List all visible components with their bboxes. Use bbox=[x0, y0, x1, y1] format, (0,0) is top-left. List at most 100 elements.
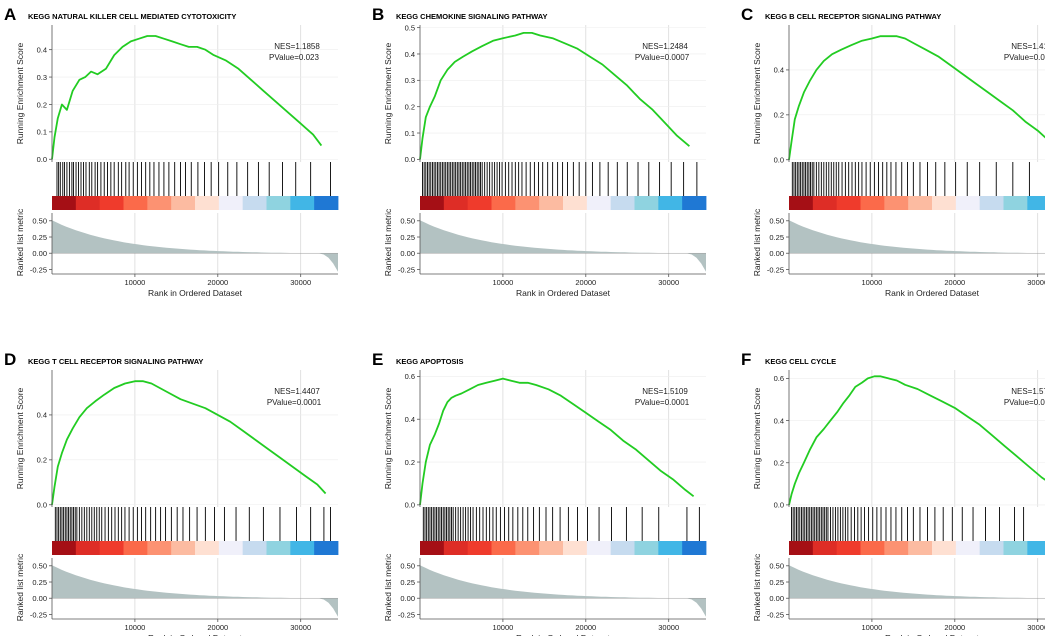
heat-bar-segment bbox=[884, 541, 909, 555]
heat-bar-segment bbox=[515, 196, 540, 210]
x-tick-label: 30000 bbox=[290, 623, 311, 632]
es-y-tick-label: 0.6 bbox=[405, 372, 415, 381]
x-axis-label: Rank in Ordered Dataset bbox=[885, 288, 980, 298]
panel-letter: F bbox=[741, 350, 751, 369]
panel-letter: C bbox=[741, 5, 753, 24]
panel-letter: B bbox=[372, 5, 384, 24]
hits-strip-bg bbox=[789, 162, 1045, 196]
x-axis-label: Rank in Ordered Dataset bbox=[148, 633, 243, 636]
metric-y-tick-label: -0.25 bbox=[767, 610, 784, 619]
heat-bar-segment bbox=[884, 196, 909, 210]
metric-y-tick-label: 0.25 bbox=[32, 578, 47, 587]
heat-bar-segment bbox=[610, 541, 635, 555]
ranked-metric-area bbox=[420, 220, 706, 272]
heat-bar-segment bbox=[908, 196, 933, 210]
heat-bar-segment bbox=[99, 196, 124, 210]
heat-bar-segment bbox=[491, 196, 516, 210]
x-tick-label: 20000 bbox=[207, 278, 228, 287]
heat-bar-segment bbox=[634, 196, 659, 210]
metric-y-tick-label: 0.25 bbox=[32, 233, 47, 242]
ranked-metric-area bbox=[52, 565, 338, 617]
hits-strip-bg bbox=[52, 162, 338, 196]
nes-label: NES=1.2484 bbox=[642, 42, 688, 51]
heat-bar-segment bbox=[610, 196, 635, 210]
x-tick-label: 10000 bbox=[861, 278, 882, 287]
heat-bar-segment bbox=[539, 541, 564, 555]
heat-bar-segment bbox=[242, 541, 267, 555]
heat-bar-segment bbox=[836, 196, 861, 210]
es-y-tick-label: 0.1 bbox=[37, 128, 47, 137]
es-y-tick-label: 0.3 bbox=[405, 76, 415, 85]
x-tick-label: 30000 bbox=[1027, 278, 1045, 287]
pvalue-label: PValue=0.0001 bbox=[635, 398, 690, 407]
metric-y-tick-label: 0.25 bbox=[400, 233, 415, 242]
heat-bar-segment bbox=[789, 196, 814, 210]
heat-bar-segment bbox=[314, 196, 339, 210]
heat-bar-segment bbox=[290, 196, 315, 210]
ranked-metric-area bbox=[789, 220, 1045, 254]
es-y-tick-label: 0.4 bbox=[405, 415, 415, 424]
heat-bar-segment bbox=[123, 541, 148, 555]
heat-bar-segment bbox=[908, 541, 933, 555]
heat-bar-segment bbox=[467, 541, 492, 555]
pvalue-label: PValue=0.023 bbox=[269, 53, 319, 62]
pvalue-label: PValue=0.0001 bbox=[267, 398, 322, 407]
heat-bar-segment bbox=[932, 541, 957, 555]
es-y-tick-label: 0.4 bbox=[405, 50, 415, 59]
es-y-tick-label: 0.4 bbox=[37, 45, 47, 54]
es-y-tick-label: 0.2 bbox=[37, 100, 47, 109]
metric-y-tick-label: 0.00 bbox=[32, 249, 47, 258]
panel-title: KEGG APOPTOSIS bbox=[396, 357, 464, 366]
x-tick-label: 30000 bbox=[658, 623, 679, 632]
heat-bar-segment bbox=[634, 541, 659, 555]
es-y-tick-label: 0.5 bbox=[405, 23, 415, 32]
ranked-metric-area bbox=[789, 565, 1045, 599]
metric-y-tick-label: 0.25 bbox=[769, 578, 784, 587]
es-y-tick-label: 0.4 bbox=[37, 411, 47, 420]
metric-y-tick-label: 0.00 bbox=[32, 594, 47, 603]
heat-bar-segment bbox=[539, 196, 564, 210]
metric-y-tick-label: 0.00 bbox=[400, 594, 415, 603]
metric-y-tick-label: 0.50 bbox=[32, 217, 47, 226]
es-y-tick-label: 0.0 bbox=[405, 155, 415, 164]
running-es-line bbox=[788, 375, 1045, 506]
es-y-tick-label: 0.0 bbox=[37, 501, 47, 510]
es-y-tick-label: 0.2 bbox=[774, 111, 784, 120]
panel-title: KEGG CELL CYCLE bbox=[765, 357, 836, 366]
x-tick-label: 10000 bbox=[861, 623, 882, 632]
x-tick-label: 10000 bbox=[124, 278, 145, 287]
running-es-line bbox=[51, 35, 323, 160]
heat-bar-segment bbox=[218, 196, 244, 210]
panel-title: KEGG T CELL RECEPTOR SIGNALING PATHWAY bbox=[28, 357, 203, 366]
panel-d: D KEGG T CELL RECEPTOR SIGNALING PATHWAY 0… bbox=[4, 350, 339, 636]
heat-bar-segment bbox=[563, 196, 588, 210]
heat-bar-segment bbox=[586, 541, 612, 555]
heat-bar-segment bbox=[420, 196, 445, 210]
heat-bar-segment bbox=[290, 541, 315, 555]
x-tick-label: 20000 bbox=[575, 278, 596, 287]
es-y-tick-label: 0.4 bbox=[774, 416, 784, 425]
running-es-line bbox=[788, 35, 1045, 160]
x-axis-label: Rank in Ordered Dataset bbox=[885, 633, 980, 636]
es-y-tick-label: 0.4 bbox=[774, 66, 784, 75]
es-y-label: Running Enrichment Score bbox=[383, 387, 393, 489]
heat-bar-segment bbox=[195, 196, 220, 210]
panel-f: F KEGG CELL CYCLE 0.6 0.4 0.2 0.0 Running Enri… bbox=[741, 350, 1045, 636]
heat-bar-segment bbox=[1003, 541, 1028, 555]
heat-bar-segment bbox=[586, 196, 612, 210]
heat-bar-segment bbox=[955, 196, 981, 210]
panel-title: KEGG NATURAL KILLER CELL MEDIATED CYTOTO… bbox=[28, 12, 236, 21]
ranked-metric-area bbox=[420, 565, 706, 617]
panel-e: E KEGG APOPTOSIS 0.6 0.4 0.2 0.0 Running Enric… bbox=[372, 350, 707, 636]
metric-y-label: Ranked list metric bbox=[383, 553, 393, 621]
heat-bar-segment bbox=[195, 541, 220, 555]
nes-label: NES=1.4153 bbox=[1011, 42, 1045, 51]
heat-bar-segment bbox=[99, 541, 124, 555]
heat-bar-segment bbox=[682, 196, 707, 210]
x-tick-label: 10000 bbox=[492, 623, 513, 632]
x-tick-label: 10000 bbox=[124, 623, 145, 632]
pvalue-label: PValue=0.0001 bbox=[1004, 398, 1045, 407]
hits-strip-bg bbox=[789, 507, 1045, 541]
